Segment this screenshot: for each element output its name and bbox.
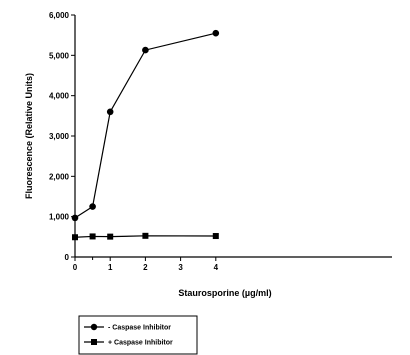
y-tick-label: 4,000 xyxy=(49,92,70,101)
y-tick-label: 3,000 xyxy=(49,132,70,141)
x-tick-label: 4 xyxy=(214,263,219,272)
y-ticks: 0 1,000 2,000 3,000 4,000 5,000 6,000 xyxy=(49,11,75,262)
data-point xyxy=(142,46,149,54)
data-point xyxy=(89,233,96,240)
y-tick-label: 6,000 xyxy=(49,11,70,20)
x-tick-label: 1 xyxy=(108,263,113,272)
x-ticks: 0 1 2 3 4 xyxy=(73,257,219,272)
data-point xyxy=(71,214,79,222)
data-point xyxy=(107,233,114,240)
x-tick-label: 3 xyxy=(178,263,183,272)
data-point xyxy=(89,203,96,210)
legend-label: + Caspase Inhibitor xyxy=(108,340,173,347)
data-point xyxy=(72,234,78,241)
x-axis-title: Staurosporine (µg/ml) xyxy=(178,288,271,298)
y-axis-title: Fluorescence (Relative Units) xyxy=(24,73,34,199)
legend-box xyxy=(78,315,198,355)
data-point xyxy=(212,233,219,240)
y-tick-label: 5,000 xyxy=(49,51,70,60)
axes xyxy=(74,15,392,258)
series-line xyxy=(74,32,216,219)
legend-item: - Caspase Inhibitor xyxy=(84,323,171,332)
data-point xyxy=(142,232,149,239)
x-tick-label: 0 xyxy=(73,263,78,272)
legend-item: + Caspase Inhibitor xyxy=(84,339,173,347)
data-point xyxy=(212,29,220,37)
x-tick-label: 2 xyxy=(143,263,148,272)
y-tick-label: 1,000 xyxy=(49,213,70,222)
data-point xyxy=(106,108,114,116)
series-layer xyxy=(71,29,220,241)
series-2 xyxy=(72,232,219,241)
y-tick-label: 2,000 xyxy=(49,172,70,181)
y-tick-label: 0 xyxy=(65,253,70,262)
legend: - Caspase Inhibitor + Caspase Inhibitor xyxy=(78,315,198,355)
series-1 xyxy=(71,29,220,222)
legend-marker xyxy=(91,339,97,345)
legend-marker xyxy=(90,323,98,331)
legend-label: - Caspase Inhibitor xyxy=(108,325,171,332)
